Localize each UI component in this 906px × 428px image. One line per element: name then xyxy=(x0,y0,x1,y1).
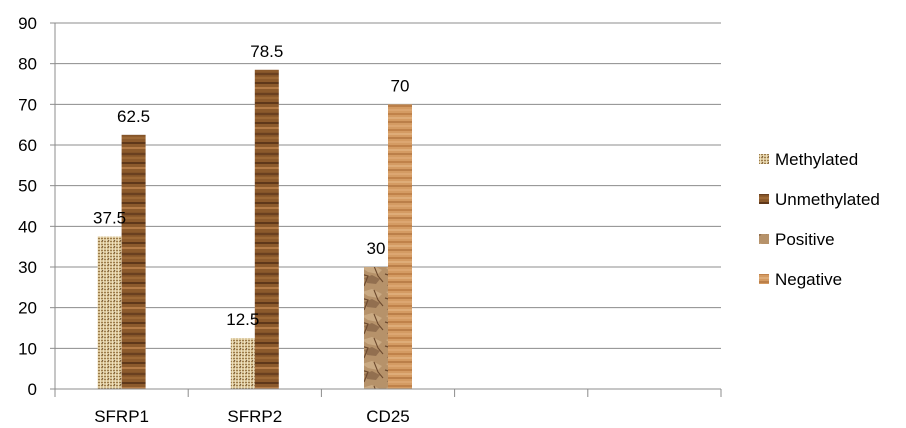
y-tick-label-60: 60 xyxy=(18,136,37,155)
legend-label-negative: Negative xyxy=(775,270,842,289)
legend-swatch-positive xyxy=(759,234,769,244)
bar-negative-cd25 xyxy=(388,104,412,389)
legend: Methylated Unmethylated Positive Negative xyxy=(759,150,880,289)
y-tick-label-70: 70 xyxy=(18,95,37,114)
y-tick-label-80: 80 xyxy=(18,55,37,74)
data-label-positive-cd25: 30 xyxy=(367,239,386,258)
bar-positive-cd25 xyxy=(364,267,388,389)
bar-unmethylated-sfrp1 xyxy=(121,134,146,389)
bars xyxy=(97,69,412,390)
y-tick-label-40: 40 xyxy=(18,217,37,236)
y-tick-label-90: 90 xyxy=(18,14,37,33)
y-tick-label-30: 30 xyxy=(18,258,37,277)
data-label-unmethylated-sfrp1: 62.5 xyxy=(117,107,150,126)
x-tick-label-cd25: CD25 xyxy=(366,407,409,426)
y-tick-label-0: 0 xyxy=(28,380,37,399)
bar-methylated-sfrp2 xyxy=(230,338,255,389)
y-tick-label-20: 20 xyxy=(18,299,37,318)
x-tick-label-sfrp1: SFRP1 xyxy=(94,407,149,426)
x-tick-label-sfrp2: SFRP2 xyxy=(227,407,282,426)
data-label-methylated-sfrp2: 12.5 xyxy=(226,310,259,329)
data-label-unmethylated-sfrp2: 78.5 xyxy=(250,42,283,61)
data-labels: 37.5 62.5 12.5 78.5 30 70 xyxy=(93,42,409,329)
bar-unmethylated-sfrp2 xyxy=(254,69,279,390)
legend-label-positive: Positive xyxy=(775,230,835,249)
data-label-methylated-sfrp1: 37.5 xyxy=(93,209,126,228)
legend-swatch-unmethylated xyxy=(759,194,769,204)
axes: 0 10 20 30 40 50 60 70 80 90 SFRP1 SFRP2 CD25 xyxy=(18,14,722,426)
legend-swatch-methylated xyxy=(759,154,769,164)
y-tick-label-50: 50 xyxy=(18,177,37,196)
legend-label-methylated: Methylated xyxy=(775,150,858,169)
bar-methylated-sfrp1 xyxy=(97,236,122,389)
data-label-negative-cd25: 70 xyxy=(391,76,410,95)
legend-label-unmethylated: Unmethylated xyxy=(775,190,880,209)
y-tick-label-10: 10 xyxy=(18,339,37,358)
legend-swatch-negative xyxy=(759,274,769,284)
